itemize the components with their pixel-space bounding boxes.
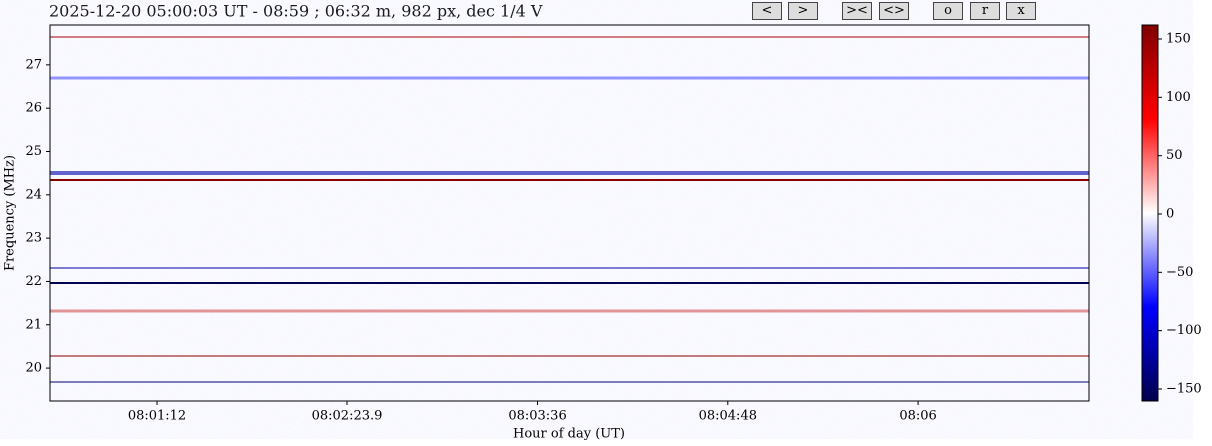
- colorbar-tick-label: 100: [1166, 90, 1191, 105]
- y-tick-label: 23: [25, 231, 42, 246]
- nav-button[interactable]: x: [1006, 2, 1036, 20]
- colorbar-tick-label: −100: [1166, 323, 1202, 338]
- title: 2025-12-20 05:00:03 UT - 08:59 ; 06:32 m…: [49, 2, 543, 21]
- x-tick-label: 08:03:36: [508, 409, 566, 424]
- nav-button[interactable]: ><: [842, 2, 872, 20]
- x-tick-label: 08:04:48: [699, 409, 757, 424]
- nav-button[interactable]: <: [752, 2, 782, 20]
- y-tick-label: 25: [25, 144, 42, 159]
- y-tick-label: 26: [25, 101, 42, 116]
- y-tick-label: 21: [25, 317, 42, 332]
- nav-button[interactable]: o: [933, 2, 963, 20]
- colorbar-tick-label: −150: [1166, 381, 1202, 396]
- x-tick-label: 08:01:12: [128, 409, 186, 424]
- colorbar: [1141, 24, 1159, 402]
- y-axis-label: Frequency (MHz): [3, 155, 18, 271]
- nav-button[interactable]: r: [970, 2, 1000, 20]
- y-tick-label: 20: [25, 361, 42, 376]
- plot-frame: [49, 24, 1090, 402]
- stripes: [50, 36, 1089, 383]
- x-axis-label: Hour of day (UT): [513, 427, 625, 442]
- y-tick-label: 24: [25, 187, 42, 202]
- nav-button[interactable]: <>: [879, 2, 909, 20]
- x-tick-label: 08:02:23.9: [312, 409, 383, 424]
- colorbar-tick-label: 50: [1166, 148, 1183, 163]
- y-tick-label: 27: [25, 57, 42, 72]
- colorbar-tick-label: −50: [1166, 265, 1193, 280]
- noise-texture: [50, 25, 1089, 401]
- x-tick-label: 08:06: [899, 409, 936, 424]
- colorbar-tick-label: 150: [1166, 31, 1191, 46]
- nav-button[interactable]: >: [788, 2, 818, 20]
- colorbar-tick-label: 0: [1166, 206, 1174, 221]
- y-tick-label: 22: [25, 274, 42, 289]
